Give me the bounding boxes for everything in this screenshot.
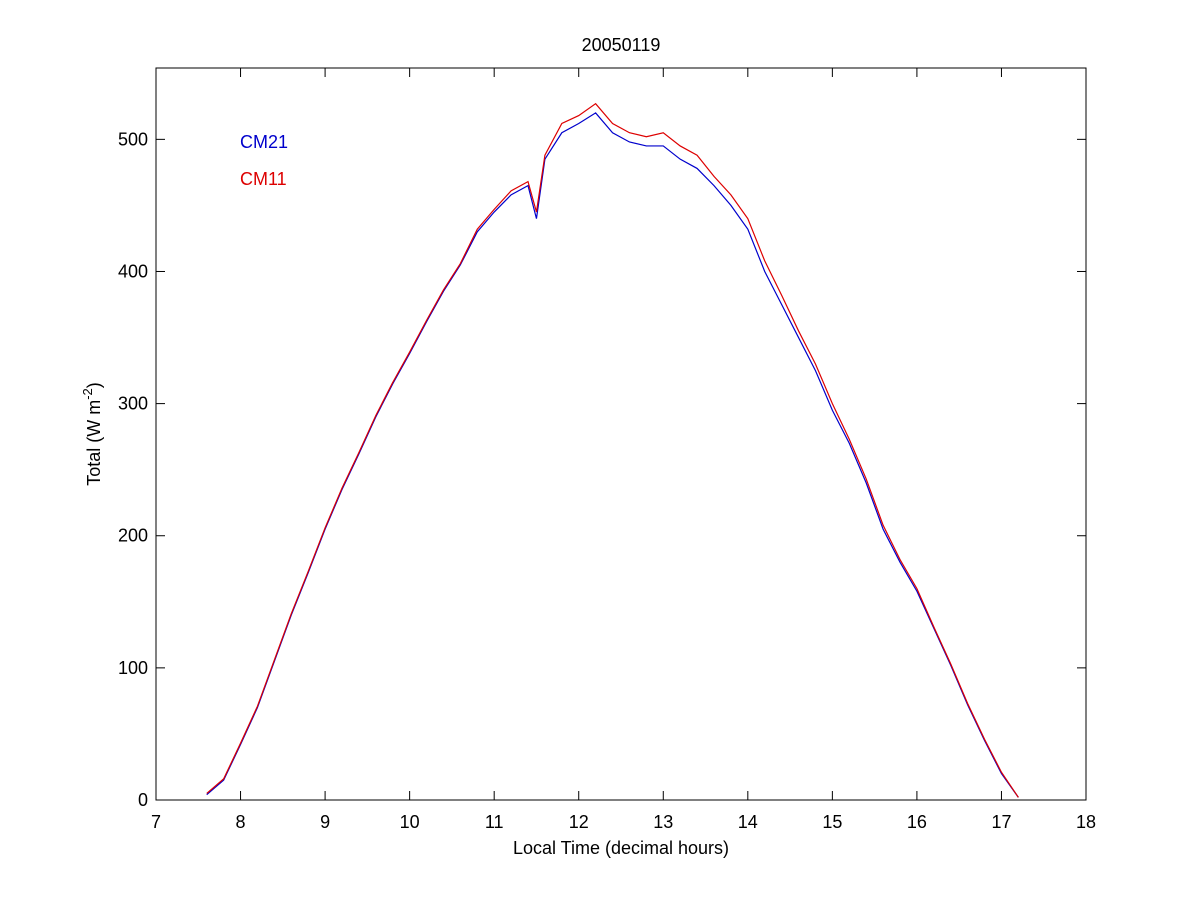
x-tick-label: 15	[822, 812, 842, 832]
legend-label: CM11	[240, 169, 287, 189]
plot-frame	[155, 67, 1087, 801]
x-tick-label: 18	[1076, 812, 1096, 832]
x-tick-label: 14	[738, 812, 758, 832]
y-label-end: )	[84, 382, 104, 388]
x-axis-label: Local Time (decimal hours)	[513, 838, 729, 858]
x-tick-label: 17	[991, 812, 1011, 832]
y-tick-label: 500	[118, 129, 148, 149]
x-tick-label: 16	[907, 812, 927, 832]
y-tick-label: 200	[118, 526, 148, 546]
x-tick-label: 11	[485, 812, 504, 832]
x-tick-label: 9	[320, 812, 330, 832]
x-tick-label: 12	[569, 812, 589, 832]
y-tick-label: 0	[138, 790, 148, 810]
y-label-sup: -2	[80, 388, 95, 400]
y-label-main: Total (W m	[84, 400, 104, 486]
y-tick-label: 100	[118, 658, 148, 678]
chart-title: 20050119	[582, 35, 661, 55]
series-line	[206, 102, 1019, 798]
x-tick-label: 13	[653, 812, 673, 832]
legend-label: CM21	[240, 132, 288, 152]
x-tick-label: 10	[400, 812, 420, 832]
y-tick-label: 300	[118, 394, 148, 414]
x-tick-label: 7	[151, 812, 161, 832]
x-tick-label: 8	[236, 812, 246, 832]
y-tick-label: 400	[118, 261, 148, 281]
y-axis-label: Total (W m-2)	[80, 382, 104, 486]
